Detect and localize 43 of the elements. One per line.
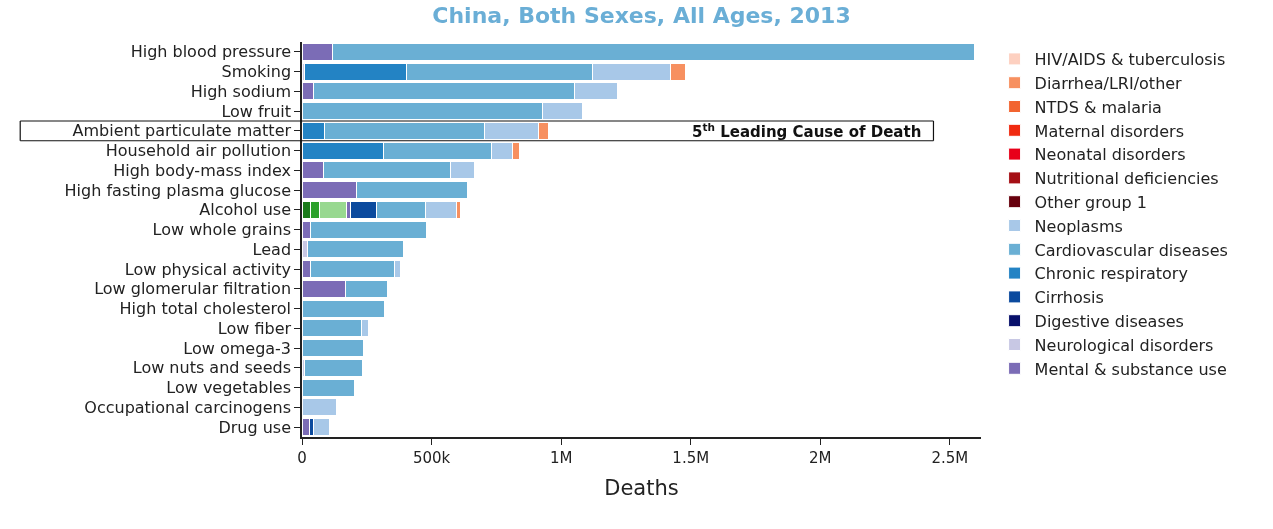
legend-label: Cardiovascular diseases bbox=[1034, 240, 1228, 260]
y-tick-label: Low omega-3 bbox=[183, 338, 292, 358]
y-tick-label: Drug use bbox=[218, 417, 292, 437]
x-tick-label: 2.5M bbox=[931, 448, 969, 467]
y-tick-label: Low vegetables bbox=[166, 378, 292, 398]
y-tick-label: High sodium bbox=[190, 81, 292, 101]
legend-label: NTDS & malaria bbox=[1034, 97, 1162, 117]
y-tick-label: Alcohol use bbox=[199, 200, 292, 220]
legend-label: Digestive diseases bbox=[1034, 311, 1184, 331]
y-tick-label: Low physical activity bbox=[124, 259, 292, 279]
x-tick-label: 2M bbox=[809, 448, 832, 467]
y-tick-label: Low fruit bbox=[221, 101, 292, 121]
legend-label: Mental & substance use bbox=[1034, 359, 1227, 379]
legend-label: HIV/AIDS & tuberculosis bbox=[1034, 50, 1226, 70]
y-tick-label: High total cholesterol bbox=[119, 299, 292, 319]
y-tick-label: Household air pollution bbox=[105, 141, 292, 161]
y-tick-label: Ambient particulate matter bbox=[72, 121, 292, 141]
y-tick-label: Low nuts and seeds bbox=[132, 358, 292, 378]
x-tick-label: 1M bbox=[549, 448, 573, 467]
legend-label: Maternal disorders bbox=[1034, 121, 1185, 141]
chart-title: China, Both Sexes, All Ages, 2013 bbox=[432, 3, 851, 29]
y-tick-label: Low glomerular filtration bbox=[94, 279, 292, 299]
legend-label: Neonatal disorders bbox=[1034, 145, 1186, 165]
y-tick-label: Occupational carcinogens bbox=[84, 397, 292, 417]
legend-label: Neurological disorders bbox=[1034, 335, 1214, 355]
annotation: 5$^{th}$ Leading Cause of Death bbox=[692, 121, 922, 142]
legend-label: Other group 1 bbox=[1034, 192, 1147, 212]
y-tick-label: Smoking bbox=[221, 62, 292, 82]
legend-label: Neoplasms bbox=[1034, 216, 1123, 236]
y-tick-label: Low whole grains bbox=[152, 220, 292, 240]
legend-label: Cirrhosis bbox=[1034, 288, 1104, 308]
y-tick-label: Low fiber bbox=[217, 318, 292, 338]
x-tick-label: 1.5M bbox=[672, 448, 710, 467]
x-tick-label: 0 bbox=[297, 448, 307, 467]
y-tick-label: High blood pressure bbox=[130, 42, 292, 62]
y-tick-label: Lead bbox=[252, 239, 292, 259]
y-tick-label: High body-mass index bbox=[113, 160, 292, 180]
legend-label: Chronic respiratory bbox=[1034, 264, 1188, 284]
y-tick-label: High fasting plasma glucose bbox=[64, 180, 292, 200]
x-tick-label: 500k bbox=[412, 448, 451, 467]
legend-label: Nutritional deficiencies bbox=[1034, 169, 1219, 189]
legend-label: Diarrhea/LRI/other bbox=[1034, 73, 1183, 93]
x-axis-title: Deaths bbox=[604, 476, 679, 501]
